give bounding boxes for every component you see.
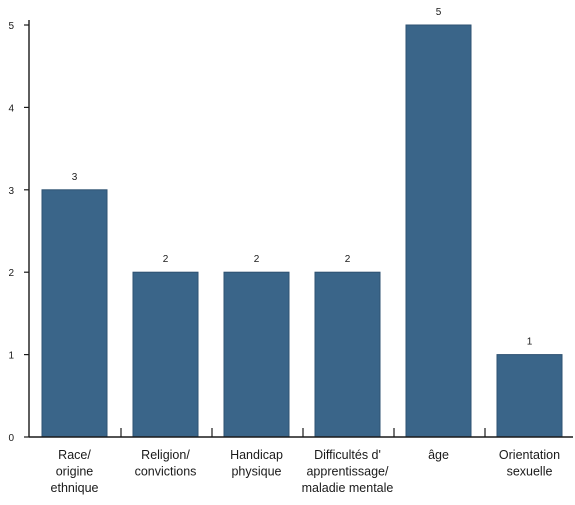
x-category-label: Orientation sexuelle: [499, 448, 560, 479]
x-category-label: Race/origine ethnique: [51, 448, 99, 495]
x-axis-labels: Race/origine ethnique Religion/convictions…: [51, 448, 561, 495]
bar-value-label: 2: [345, 254, 351, 265]
x-category-label-line: Race/: [58, 448, 91, 462]
x-category-label: âge: [428, 448, 449, 462]
bar-value-label: 2: [254, 254, 260, 265]
x-category-label-line: ethnique: [51, 481, 99, 495]
x-category-label-line: apprentissage/: [306, 465, 389, 479]
bar: [223, 271, 290, 438]
x-category-label: Difficultés d' apprentissage/maladie ment…: [302, 448, 394, 495]
bar: [314, 271, 381, 438]
bar: [41, 189, 108, 438]
y-axis-ticks: 0 1 2 3 4 5: [8, 21, 29, 444]
x-category-label-line: origine: [56, 465, 94, 479]
bar: [496, 354, 563, 438]
x-category-label-line: physique: [231, 465, 281, 479]
bar-value-label: 1: [527, 337, 533, 348]
y-tick-label: 4: [8, 103, 14, 114]
x-category-label-line: Difficultés d': [314, 448, 381, 462]
x-category-label-line: convictions: [135, 465, 197, 479]
bar: [132, 271, 199, 438]
bar-value-label: 2: [163, 254, 169, 265]
y-tick-label: 2: [8, 268, 14, 279]
x-category-label-line: maladie mentale: [302, 481, 394, 495]
x-category-label-line: Religion/: [141, 448, 190, 462]
x-category-label-line: âge: [428, 448, 449, 462]
y-tick-label: 3: [8, 186, 14, 197]
bars: [41, 24, 563, 438]
y-tick-label: 5: [8, 21, 14, 32]
bar: [405, 24, 472, 438]
y-tick-label: 1: [8, 351, 14, 362]
y-tick-label: 0: [8, 433, 14, 444]
data-labels: 3 2 2 2 5 1: [72, 7, 533, 348]
x-category-label: Handicap physique: [230, 448, 283, 479]
x-category-label: Religion/convictions: [135, 448, 197, 479]
bar-value-label: 3: [72, 172, 78, 183]
x-category-label-line: sexuelle: [507, 465, 553, 479]
x-axis-ticks: [120, 428, 486, 437]
bar-value-label: 5: [436, 7, 442, 18]
x-category-label-line: Orientation: [499, 448, 560, 462]
x-category-label-line: Handicap: [230, 448, 283, 462]
